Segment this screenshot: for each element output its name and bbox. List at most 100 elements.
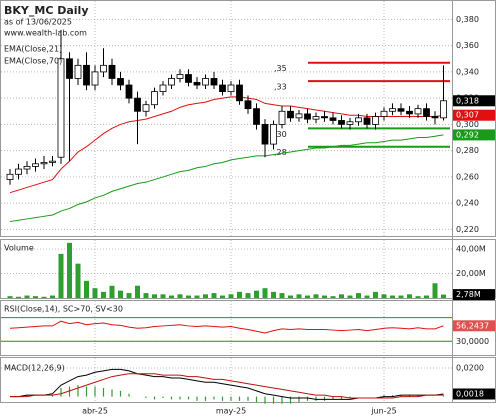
legend-entry: EMA(Close,21) bbox=[4, 45, 62, 54]
panel-label: RSI(Close,14), SC>70, SV<30 bbox=[4, 305, 123, 314]
value-box bbox=[453, 289, 495, 301]
y-tick-label: 0,280 bbox=[456, 146, 479, 155]
candle-body bbox=[304, 113, 311, 120]
candle-body bbox=[108, 64, 116, 79]
volume-bar bbox=[228, 294, 234, 298]
volume-bar bbox=[305, 295, 310, 298]
volume-bar bbox=[364, 295, 370, 298]
volume-bar bbox=[415, 296, 421, 298]
value-box bbox=[453, 109, 495, 121]
candle-body bbox=[125, 84, 133, 99]
macd-histogram-bar bbox=[238, 396, 241, 401]
volume-bar bbox=[322, 295, 327, 298]
macd-histogram-bar bbox=[170, 396, 173, 400]
candle-body bbox=[202, 78, 209, 86]
volume-bar bbox=[67, 242, 72, 298]
candle-body bbox=[23, 166, 31, 170]
candle-body bbox=[346, 121, 354, 125]
y-tick-label: 0,0200 bbox=[456, 364, 484, 373]
candle-body bbox=[380, 110, 388, 117]
level-label: ,28 bbox=[274, 148, 287, 157]
candle-body bbox=[91, 71, 99, 86]
volume-bar bbox=[245, 293, 251, 298]
y-tick-label: 0,300 bbox=[456, 120, 479, 129]
volume-bar bbox=[432, 283, 438, 298]
volume-bar bbox=[101, 291, 106, 298]
macd-histogram-bar bbox=[204, 396, 207, 401]
macd-histogram-bar bbox=[94, 386, 96, 397]
macd-histogram-bar bbox=[68, 386, 71, 397]
macd-histogram-bar bbox=[187, 396, 190, 400]
volume-bar bbox=[296, 294, 302, 298]
candle-body bbox=[397, 108, 405, 112]
candle-body bbox=[363, 117, 371, 125]
volume-bar bbox=[271, 291, 276, 298]
candle-body bbox=[355, 117, 362, 123]
y-tick-label: 0,240 bbox=[456, 199, 479, 208]
volume-bar bbox=[143, 293, 149, 298]
volume-bar bbox=[211, 293, 217, 298]
candle-body bbox=[117, 78, 124, 86]
candle-body bbox=[389, 108, 396, 112]
macd-histogram-bar bbox=[400, 395, 402, 397]
candle-body bbox=[57, 58, 65, 158]
volume-bar bbox=[330, 296, 336, 298]
macd-histogram-bar bbox=[77, 385, 79, 397]
candle-body bbox=[270, 124, 277, 145]
candle-body bbox=[74, 64, 82, 79]
volume-bar bbox=[177, 294, 183, 298]
level-label: ,33 bbox=[274, 83, 287, 92]
volume-bar bbox=[186, 295, 191, 298]
candle-body bbox=[414, 108, 422, 115]
volume-bar bbox=[381, 294, 387, 298]
volume-bar bbox=[50, 295, 55, 298]
macd-histogram-bar bbox=[442, 395, 445, 397]
macd-histogram-bar bbox=[417, 395, 419, 397]
candle-body bbox=[193, 81, 201, 86]
volume-bar bbox=[203, 294, 208, 298]
volume-bar bbox=[220, 295, 225, 298]
candle-body bbox=[406, 110, 413, 115]
macd-histogram-bar bbox=[323, 396, 326, 401]
candle-body bbox=[151, 91, 158, 106]
y-tick-label: 40,00M bbox=[456, 244, 486, 253]
value-box-label: 0,0018 bbox=[456, 390, 484, 399]
volume-bar bbox=[84, 280, 89, 298]
macd-histogram-bar bbox=[153, 396, 156, 400]
macd-histogram-bar bbox=[179, 396, 181, 400]
candle-body bbox=[227, 84, 235, 92]
subtitle: as of 13/06/2025 bbox=[4, 18, 72, 27]
y-tick-label: 0,260 bbox=[456, 172, 479, 181]
candle-body bbox=[15, 168, 22, 175]
level-label: ,30 bbox=[274, 130, 287, 139]
x-tick-label: abr-25 bbox=[82, 407, 108, 416]
value-box-label: 2,78M bbox=[456, 290, 481, 299]
ema-line bbox=[9, 134, 444, 223]
panel-label: Volume bbox=[4, 244, 34, 253]
volume-bar bbox=[262, 288, 268, 298]
value-box bbox=[453, 320, 495, 332]
macd-histogram-bar bbox=[247, 396, 249, 401]
volume-bar bbox=[16, 296, 21, 298]
rsi-line bbox=[9, 320, 444, 334]
macd-histogram-bar bbox=[332, 396, 334, 400]
candle-body bbox=[210, 78, 218, 86]
candle-body bbox=[40, 162, 48, 165]
candle-body bbox=[49, 160, 56, 163]
candle-body bbox=[440, 100, 447, 119]
value-box bbox=[453, 95, 495, 107]
chart-title: BKY_MC Daily bbox=[4, 4, 89, 17]
ema-line bbox=[9, 96, 444, 194]
macd-histogram-bar bbox=[349, 396, 351, 398]
candle-body bbox=[261, 124, 269, 145]
volume-panel bbox=[0, 239, 496, 299]
macd-histogram-bar bbox=[315, 396, 317, 401]
volume-bar bbox=[118, 290, 123, 298]
macd-histogram-bar bbox=[408, 395, 411, 397]
legend-entry: EMA(Close,70) bbox=[4, 57, 62, 66]
volume-bar bbox=[160, 294, 166, 298]
macd-histogram-bar bbox=[221, 396, 224, 401]
candle-body bbox=[423, 108, 430, 117]
